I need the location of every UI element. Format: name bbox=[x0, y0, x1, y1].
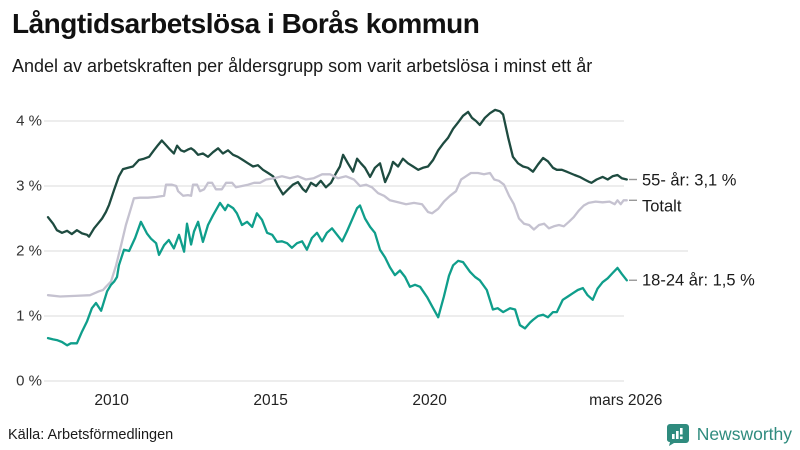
series-label-55- år: 55- år: 3,1 % bbox=[640, 170, 739, 191]
series-line-18-24 år bbox=[46, 201, 628, 347]
gridlines bbox=[44, 120, 688, 382]
page-subtitle: Andel av arbetskraften per åldersgrupp s… bbox=[12, 56, 593, 76]
brand-name: Newsworthy bbox=[696, 423, 792, 444]
y-tick-3: 3 % bbox=[16, 177, 42, 195]
series-lines bbox=[46, 108, 628, 347]
series-line-Totalt bbox=[46, 171, 628, 298]
y-tick-4: 4 % bbox=[16, 112, 42, 130]
x-tick-mars-2026: mars 2026 bbox=[589, 392, 663, 409]
y-tick-1: 1 % bbox=[16, 307, 42, 325]
series-label-18-24 år: 18-24 år: 1,5 % bbox=[640, 270, 757, 292]
x-tick-2010: 2010 bbox=[94, 392, 129, 409]
newsworthy-icon bbox=[666, 424, 689, 446]
y-tick-0: 0 % bbox=[16, 372, 42, 390]
series-line-55- år bbox=[46, 108, 628, 238]
x-tick-2015: 2015 bbox=[253, 392, 288, 409]
y-tick-2: 2 % bbox=[16, 242, 42, 260]
page-title: Långtidsarbetslösa i Borås kommun bbox=[12, 8, 480, 39]
brand-logo[interactable]: Newsworthy bbox=[666, 422, 792, 446]
annotation-dashes bbox=[629, 178, 637, 281]
series-label-Totalt: Totalt bbox=[640, 196, 684, 218]
source-note: Källa: Arbetsförmedlingen bbox=[8, 427, 174, 443]
x-tick-2020: 2020 bbox=[412, 392, 447, 409]
